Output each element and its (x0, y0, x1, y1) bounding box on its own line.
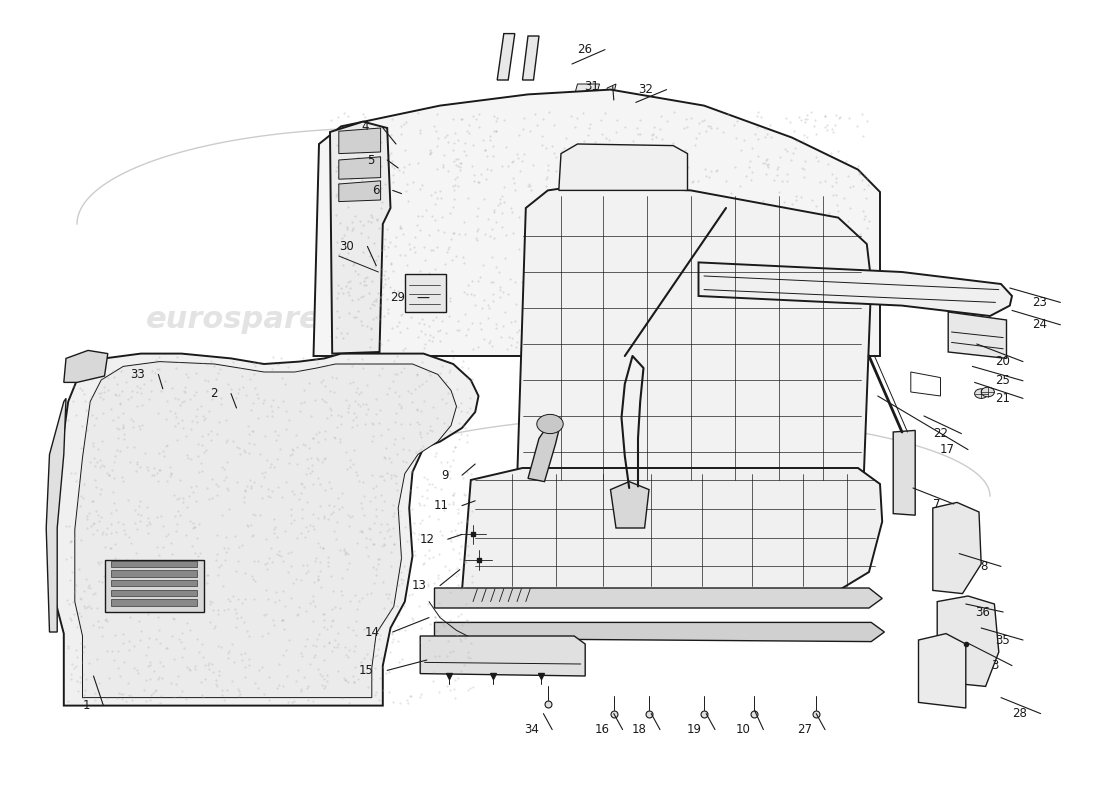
Polygon shape (893, 430, 915, 515)
Text: 22: 22 (933, 427, 948, 440)
Text: 8: 8 (980, 560, 988, 573)
Polygon shape (314, 90, 880, 356)
Text: 30: 30 (340, 240, 354, 253)
Polygon shape (462, 468, 882, 592)
Text: 3: 3 (991, 659, 999, 672)
Polygon shape (339, 181, 381, 202)
Circle shape (975, 389, 988, 398)
Polygon shape (517, 186, 871, 484)
Text: 18: 18 (631, 723, 647, 736)
Polygon shape (420, 636, 585, 676)
Text: 4: 4 (361, 120, 368, 133)
Polygon shape (937, 596, 999, 686)
Text: 9: 9 (441, 469, 449, 482)
Polygon shape (64, 350, 108, 382)
Polygon shape (559, 144, 688, 190)
Polygon shape (572, 84, 600, 104)
Polygon shape (111, 590, 197, 596)
Polygon shape (111, 599, 197, 606)
Text: 15: 15 (359, 664, 374, 677)
Circle shape (537, 414, 563, 434)
Text: 36: 36 (975, 606, 990, 618)
Text: 26: 26 (576, 43, 592, 56)
Text: 16: 16 (594, 723, 609, 736)
Text: 7: 7 (933, 498, 940, 510)
Polygon shape (933, 502, 981, 594)
Text: 13: 13 (411, 579, 427, 592)
Text: 28: 28 (1012, 707, 1027, 720)
Polygon shape (104, 560, 204, 612)
Polygon shape (918, 634, 966, 708)
Polygon shape (948, 312, 1006, 358)
Polygon shape (111, 561, 197, 567)
Text: 11: 11 (433, 499, 449, 512)
Polygon shape (434, 588, 882, 608)
Polygon shape (111, 580, 197, 586)
Polygon shape (497, 34, 515, 80)
Circle shape (981, 387, 994, 397)
Polygon shape (53, 354, 478, 706)
Text: autospares: autospares (608, 306, 800, 334)
Text: 19: 19 (686, 723, 702, 736)
Polygon shape (522, 36, 539, 80)
Polygon shape (434, 622, 884, 642)
Text: 31: 31 (584, 80, 600, 93)
Text: 10: 10 (735, 723, 750, 736)
Text: 32: 32 (638, 83, 653, 96)
Polygon shape (528, 426, 559, 482)
Polygon shape (75, 362, 456, 698)
Polygon shape (46, 398, 66, 632)
Text: 17: 17 (939, 443, 955, 456)
Polygon shape (330, 122, 390, 354)
Text: 21: 21 (994, 392, 1010, 405)
Text: 12: 12 (419, 533, 435, 546)
Text: 23: 23 (1032, 296, 1047, 309)
Text: 35: 35 (996, 634, 1010, 646)
Text: 6: 6 (372, 184, 379, 197)
Polygon shape (698, 262, 1012, 316)
Text: eurospares: eurospares (145, 306, 339, 334)
Text: 33: 33 (131, 368, 145, 381)
Text: 25: 25 (994, 374, 1010, 387)
Text: 27: 27 (796, 723, 812, 736)
Text: 34: 34 (524, 723, 539, 736)
Text: 1: 1 (82, 699, 90, 712)
Text: 14: 14 (364, 626, 380, 638)
Text: autospares: autospares (608, 546, 800, 574)
Polygon shape (111, 570, 197, 577)
Polygon shape (339, 128, 381, 154)
Text: eurospares: eurospares (145, 546, 339, 574)
Polygon shape (610, 482, 649, 528)
Text: 20: 20 (994, 355, 1010, 368)
Polygon shape (603, 84, 616, 108)
Text: 29: 29 (389, 291, 405, 304)
Text: 2: 2 (210, 387, 218, 400)
Polygon shape (405, 274, 446, 312)
Text: 24: 24 (1032, 318, 1047, 331)
Polygon shape (339, 157, 381, 179)
Text: 5: 5 (366, 154, 374, 166)
